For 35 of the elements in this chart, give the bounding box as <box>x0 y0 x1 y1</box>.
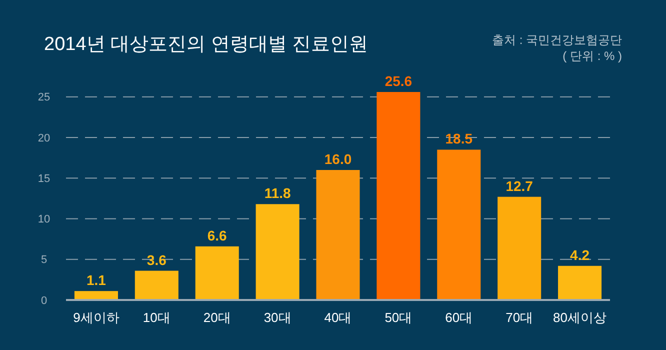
chart-title: 2014년 대상포진의 연령대별 진료인원 <box>44 34 368 55</box>
x-tick-label: 40대 <box>324 310 352 325</box>
x-tick-label: 30대 <box>264 310 292 325</box>
data-label: 11.8 <box>264 185 292 202</box>
data-label: 4.2 <box>570 246 590 263</box>
bar <box>256 204 300 300</box>
y-tick-label: 25 <box>38 92 50 104</box>
data-label: 16.0 <box>324 151 352 167</box>
data-label: 6.6 <box>207 227 228 244</box>
x-tick-label: 20대 <box>203 310 231 325</box>
x-tick-label: 60대 <box>445 310 473 325</box>
bar <box>558 266 602 300</box>
x-tick-label: 10대 <box>142 310 170 325</box>
data-label: 1.1 <box>86 272 106 288</box>
x-tick-label: 70대 <box>506 310 534 325</box>
y-tick-label: 0 <box>40 294 48 307</box>
bar <box>498 196 542 300</box>
data-label: 3.6 <box>146 252 167 268</box>
y-tick-label: 10 <box>38 214 50 226</box>
y-tick-label: 20 <box>38 132 50 144</box>
x-tick-label: 80세이상 <box>553 310 607 325</box>
data-label: 12.7 <box>506 178 534 194</box>
bar <box>376 92 420 300</box>
data-label: 18.5 <box>445 130 473 147</box>
data-label: 25.6 <box>384 73 412 89</box>
source-note: 출처 : 국민건강보험공단 <box>492 33 622 47</box>
y-tick-label: 15 <box>38 172 50 185</box>
x-tick-label: 50대 <box>384 310 412 325</box>
x-tick-label: 9세이하 <box>73 310 120 325</box>
y-tick-label: 5 <box>40 254 48 266</box>
bar <box>195 246 239 300</box>
bar <box>316 170 360 300</box>
bar <box>437 150 481 300</box>
text: ( 단위 : % ) <box>562 49 622 63</box>
bar <box>134 270 178 300</box>
